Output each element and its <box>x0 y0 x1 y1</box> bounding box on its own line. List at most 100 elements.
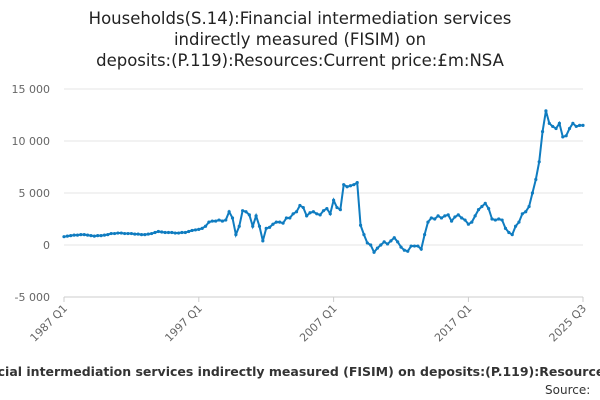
y-tick-label: 10 000 <box>12 135 51 148</box>
point <box>362 233 366 237</box>
point <box>200 226 204 230</box>
point <box>439 216 444 220</box>
point <box>379 243 383 247</box>
point <box>456 213 460 217</box>
point <box>288 216 292 220</box>
point <box>423 233 427 237</box>
point <box>399 245 403 249</box>
point <box>338 208 342 212</box>
point <box>214 219 218 223</box>
point <box>396 240 400 244</box>
point <box>345 185 349 189</box>
point <box>567 126 572 131</box>
point <box>433 217 437 221</box>
point <box>463 218 467 222</box>
point <box>190 228 194 233</box>
chart-title: indirectly measured (FISIM) on <box>174 30 426 49</box>
point <box>257 224 262 228</box>
point <box>571 121 575 125</box>
point <box>112 231 117 236</box>
point <box>102 233 107 237</box>
point <box>210 219 214 223</box>
point <box>146 232 150 236</box>
x-axis-label: Households(S.14):Financial intermediatio… <box>0 364 600 379</box>
point <box>473 214 477 218</box>
point <box>557 121 562 125</box>
point <box>116 231 120 235</box>
point <box>392 236 396 240</box>
chart-title: deposits:(P.119):Resources:Current price… <box>96 51 504 70</box>
point <box>160 230 164 234</box>
point <box>82 233 86 237</box>
point <box>234 233 238 237</box>
point <box>163 230 167 235</box>
point <box>109 231 113 236</box>
point <box>197 227 201 231</box>
point <box>460 216 464 220</box>
point <box>409 244 413 248</box>
point <box>382 240 386 244</box>
point <box>173 231 177 235</box>
point <box>136 232 140 236</box>
point <box>534 177 538 182</box>
point <box>348 184 353 188</box>
point <box>176 231 181 235</box>
point <box>328 212 332 216</box>
point <box>443 214 447 218</box>
point <box>284 216 289 220</box>
point <box>561 135 565 139</box>
point <box>355 181 359 185</box>
point <box>453 215 457 219</box>
point <box>342 183 346 187</box>
point <box>325 207 329 211</box>
point <box>490 217 494 221</box>
point <box>466 222 471 226</box>
point <box>429 216 433 220</box>
point <box>372 250 376 254</box>
y-tick-label: -5 000 <box>15 291 50 304</box>
point <box>106 233 110 237</box>
point <box>183 230 187 235</box>
point <box>305 214 309 218</box>
point <box>385 242 390 246</box>
point <box>402 248 406 252</box>
x-tick-label: 2007 Q1 <box>297 302 340 345</box>
point <box>119 231 123 235</box>
x-tick-label: 1997 Q1 <box>162 302 205 345</box>
point <box>217 218 221 222</box>
x-tick-label: 2017 Q1 <box>432 302 475 345</box>
point <box>133 232 137 236</box>
point <box>241 209 245 213</box>
point <box>69 234 73 238</box>
point <box>308 211 312 215</box>
point <box>99 234 103 238</box>
point <box>156 229 160 234</box>
point <box>369 243 373 247</box>
point <box>166 230 171 235</box>
point <box>500 218 504 222</box>
point <box>254 214 258 218</box>
point <box>547 121 551 125</box>
point <box>89 234 93 238</box>
point <box>180 230 184 235</box>
point <box>480 204 484 209</box>
point <box>578 123 582 127</box>
point <box>517 220 521 224</box>
point <box>247 213 251 217</box>
point <box>321 209 326 213</box>
point <box>298 203 302 208</box>
point <box>291 212 295 216</box>
point <box>301 205 305 210</box>
x-tick-label: 2025 Q3 <box>547 302 590 345</box>
point <box>139 233 144 237</box>
point <box>72 233 76 237</box>
point <box>352 183 356 187</box>
point <box>153 230 157 235</box>
point <box>261 239 265 243</box>
point <box>224 218 228 222</box>
point <box>487 207 491 211</box>
point <box>564 134 568 138</box>
point <box>123 231 127 236</box>
